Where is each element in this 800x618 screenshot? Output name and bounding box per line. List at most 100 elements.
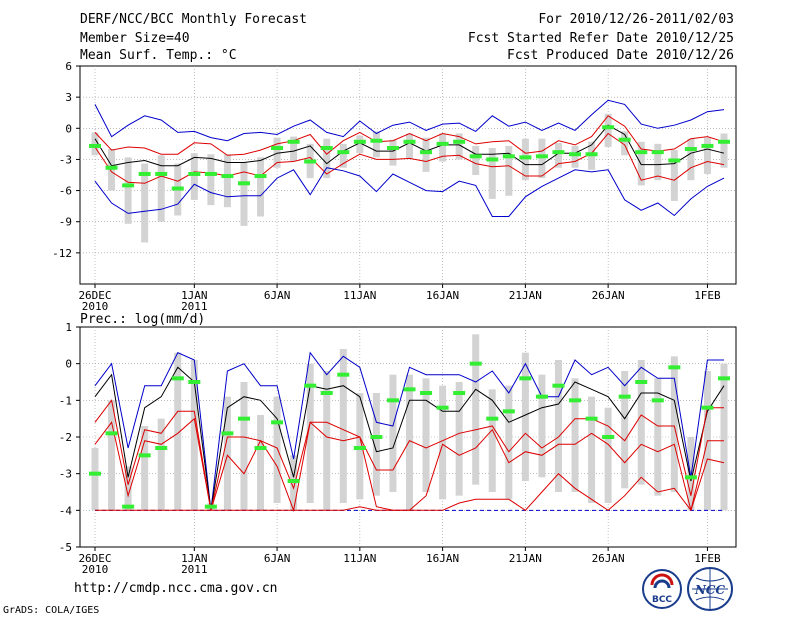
box-bar: [141, 163, 149, 243]
median-marker: [89, 143, 101, 148]
x-tick-sublabel: 2010: [82, 300, 109, 313]
median-marker: [618, 394, 631, 399]
box-bar: [571, 378, 579, 492]
member-size: Member Size=40: [80, 31, 190, 46]
box-bar: [521, 352, 529, 481]
x-tick-label: 26JAN: [592, 289, 625, 302]
y-tick-label: -1: [59, 394, 72, 407]
median-marker: [287, 139, 300, 144]
median-marker: [535, 154, 548, 159]
box-bar: [439, 133, 447, 162]
box-bar: [190, 153, 198, 200]
box-bar: [306, 363, 314, 503]
x-tick-sublabel: 2010: [82, 563, 109, 576]
box-bar: [108, 149, 116, 191]
box-bar: [389, 139, 397, 166]
y-tick-label: 3: [65, 91, 72, 104]
box-bar: [720, 133, 728, 168]
box-bar: [207, 154, 215, 206]
box-bar: [538, 374, 546, 478]
box-bar: [571, 145, 579, 168]
median-marker: [519, 155, 532, 160]
median-marker: [386, 398, 399, 403]
y-tick-label: 1: [65, 321, 72, 334]
y-tick-label: 0: [65, 358, 72, 371]
median-marker: [337, 372, 350, 377]
median-marker: [420, 150, 433, 155]
bcc-logo: BCC: [642, 569, 682, 609]
median-marker: [420, 391, 433, 395]
median-marker: [569, 152, 582, 157]
ncc-logo: NCC: [687, 567, 733, 611]
box-bar: [604, 407, 612, 503]
median-marker: [271, 420, 284, 425]
x-tick-label: 1FEB: [694, 289, 721, 302]
median-marker: [221, 431, 234, 436]
box-bar: [323, 371, 331, 511]
box-bar: [257, 415, 265, 511]
box-bar: [588, 396, 596, 503]
box-bar: [290, 136, 298, 162]
box-bar: [488, 148, 496, 199]
box-bar: [190, 360, 198, 511]
median-marker: [651, 398, 664, 403]
y-tick-label: 0: [65, 122, 72, 135]
box-bar: [339, 143, 347, 168]
series-line-mean: [94, 366, 725, 511]
box-bar: [389, 374, 397, 492]
median-marker: [618, 137, 631, 142]
box-bar: [422, 378, 430, 492]
median-marker: [155, 446, 168, 450]
box-bar: [670, 356, 678, 492]
box-bar: [422, 137, 430, 172]
x-tick-label: 16JAN: [426, 289, 459, 302]
median-marker: [155, 171, 168, 176]
median-marker: [353, 446, 366, 450]
box-bar: [670, 150, 678, 201]
x-tick-label: 11JAN: [343, 552, 376, 565]
series-line-p25: [94, 399, 724, 511]
median-marker: [436, 405, 449, 410]
median-marker: [221, 174, 234, 179]
box-bar: [687, 138, 695, 181]
box-bar: [654, 143, 662, 181]
median-marker: [585, 152, 598, 157]
box-bar: [703, 137, 711, 174]
box-bar: [124, 466, 132, 511]
box-bar: [157, 155, 165, 222]
source-url[interactable]: http://cmdp.ncc.cma.gov.cn: [74, 581, 278, 596]
median-marker: [469, 361, 482, 366]
box-bar: [554, 142, 562, 168]
median-marker: [701, 405, 714, 410]
box-bar: [720, 363, 728, 511]
median-marker: [89, 471, 101, 476]
median-marker: [668, 158, 681, 163]
median-marker: [337, 150, 350, 155]
box-bar: [604, 113, 612, 147]
grads-credit: GrADS: COLA/IGES: [3, 605, 100, 616]
box-bar: [323, 138, 331, 179]
median-marker: [271, 146, 284, 151]
box-bar: [637, 360, 645, 485]
ncc-logo-text: NCC: [694, 583, 726, 597]
box-bar: [356, 135, 364, 154]
median-marker: [304, 383, 317, 388]
box-bar: [654, 378, 662, 496]
started-refer-date: Fcst Started Refer Date 2010/12/25: [467, 31, 734, 46]
chart-title: DERF/NCC/BCC Monthly Forecast: [80, 12, 307, 27]
box-bar: [240, 162, 248, 226]
box-bar: [240, 382, 248, 511]
y-tick-label: -5: [59, 541, 72, 554]
median-marker: [718, 376, 730, 381]
median-marker: [668, 365, 681, 370]
median-marker: [105, 431, 118, 436]
series-line-min: [95, 458, 725, 512]
box-bar: [505, 145, 513, 196]
median-marker: [171, 376, 184, 381]
x-tick-label: 11JAN: [343, 289, 376, 302]
box-bar: [472, 145, 480, 175]
median-marker: [453, 391, 466, 395]
plot-frame: [79, 65, 737, 285]
median-marker: [105, 165, 118, 170]
